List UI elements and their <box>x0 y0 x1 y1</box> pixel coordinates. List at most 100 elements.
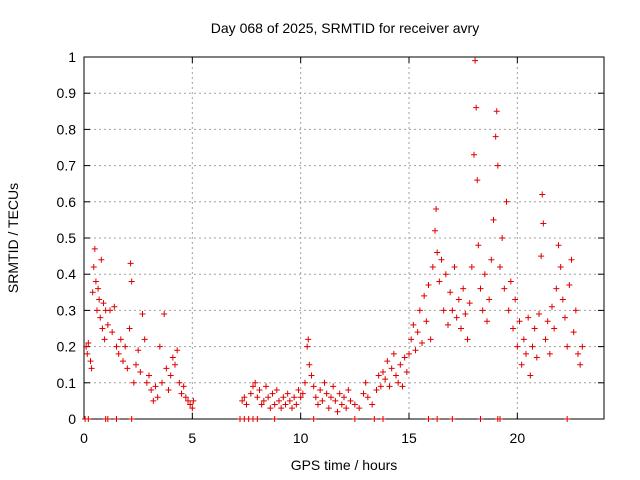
data-point <box>440 307 447 314</box>
data-point <box>293 401 300 408</box>
data-point <box>161 311 168 318</box>
data-point <box>447 289 454 296</box>
data-point <box>152 383 159 390</box>
y-tick-label: 0.9 <box>57 85 77 101</box>
data-point <box>466 300 473 307</box>
data-point <box>401 354 408 361</box>
data-point <box>100 300 107 307</box>
y-tick-label: 0.8 <box>57 121 77 137</box>
data-point <box>475 242 482 249</box>
data-point <box>341 394 347 401</box>
data-point <box>185 397 191 404</box>
data-point <box>241 394 248 401</box>
data-point <box>141 336 148 343</box>
data-point <box>481 271 488 278</box>
data-point <box>510 325 516 332</box>
data-point <box>89 289 96 296</box>
data-point <box>154 394 161 401</box>
data-point <box>239 397 246 404</box>
data-point <box>549 303 555 310</box>
data-point-zero <box>564 416 571 422</box>
data-point <box>436 278 443 285</box>
y-axis-label: SRMTID / TECUs <box>5 183 21 293</box>
data-point <box>460 285 467 292</box>
data-point <box>137 368 144 375</box>
data-point <box>280 394 287 401</box>
data-point <box>388 365 395 372</box>
data-point <box>397 361 404 368</box>
data-point <box>99 325 106 332</box>
data-point <box>130 379 137 386</box>
data-point <box>178 390 185 397</box>
data-point <box>85 339 92 346</box>
data-point <box>523 350 529 357</box>
data-point <box>286 397 293 404</box>
data-point <box>150 397 157 404</box>
data-point <box>269 390 276 397</box>
data-point <box>306 361 313 368</box>
data-point <box>438 256 445 263</box>
data-point <box>377 383 384 390</box>
data-point <box>356 405 363 412</box>
data-point <box>566 282 573 289</box>
data-point <box>91 245 98 252</box>
data-point <box>539 191 546 198</box>
data-point <box>263 383 269 390</box>
data-point <box>429 263 436 270</box>
data-point <box>96 296 103 303</box>
data-point <box>442 271 449 278</box>
data-point-zero <box>128 416 135 422</box>
data-point <box>474 177 481 184</box>
data-point <box>159 379 165 386</box>
x-tick-label: 0 <box>80 430 88 446</box>
data-point <box>403 368 410 375</box>
data-point-zero <box>434 416 441 422</box>
data-point <box>473 104 480 111</box>
data-point <box>319 397 326 404</box>
y-tick-label: 1 <box>68 49 76 65</box>
data-point <box>104 321 111 328</box>
data-point <box>84 350 91 357</box>
data-point <box>479 307 486 314</box>
data-point <box>382 376 389 383</box>
data-point <box>127 260 134 267</box>
data-point <box>434 249 441 256</box>
data-point-zero <box>449 416 456 422</box>
data-point <box>572 307 579 314</box>
data-point <box>464 336 471 343</box>
data-point <box>321 379 328 386</box>
data-point <box>271 401 278 408</box>
data-point-zero <box>380 416 386 422</box>
data-point <box>182 394 189 401</box>
axis-ticks: 00.10.20.30.40.50.60.70.80.910 5 10 15 20 <box>57 49 604 446</box>
data-point <box>334 408 341 415</box>
data-point <box>462 311 469 318</box>
data-point <box>542 336 549 343</box>
data-point <box>111 303 118 310</box>
data-point <box>312 394 319 401</box>
data-point <box>360 390 367 397</box>
x-tick-label: 20 <box>510 430 526 446</box>
data-point <box>92 278 99 285</box>
data-point <box>433 206 440 213</box>
data-point-zero <box>104 416 111 422</box>
data-point <box>395 379 402 386</box>
data-point <box>282 401 289 408</box>
data-point <box>305 336 312 343</box>
data-point <box>538 253 545 260</box>
data-point <box>304 343 311 350</box>
x-axis-label: GPS time / hours <box>291 457 398 473</box>
data-point-zero <box>85 416 92 422</box>
data-point <box>189 405 196 412</box>
x-tick-label: 5 <box>188 430 196 446</box>
data-point <box>410 321 417 328</box>
data-point <box>172 361 178 368</box>
data-point <box>399 383 406 390</box>
data-point <box>332 397 339 404</box>
data-point <box>97 314 104 321</box>
data-point <box>412 347 419 354</box>
data-point <box>338 401 345 408</box>
data-point <box>484 318 490 325</box>
x-tick-label: 10 <box>293 430 309 446</box>
data-point <box>250 383 256 390</box>
